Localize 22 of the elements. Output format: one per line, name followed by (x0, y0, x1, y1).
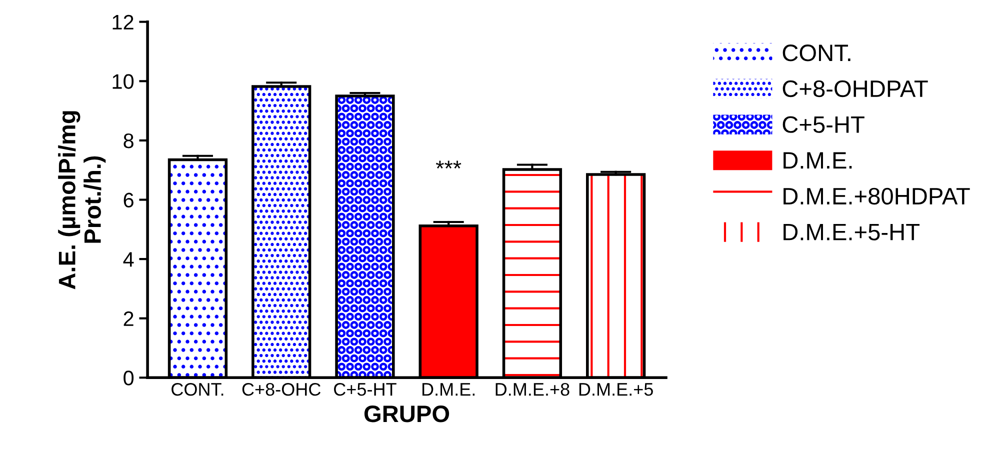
legend-label: C+8-OHDPAT (782, 80, 928, 98)
y-tick-label: 6 (124, 192, 134, 208)
x-tick-label: C+5-HT (334, 382, 396, 396)
y-tick-label: 8 (124, 133, 134, 148)
y-tick-label: 12 (112, 14, 134, 30)
x-tick-label: D.M.E.+8 (496, 382, 570, 396)
x-tick-label: D.M.E.+5 (579, 383, 653, 396)
annotation: *** (436, 160, 462, 169)
legend-label: D.M.E.+5-HT (784, 224, 920, 240)
y-tick-label: 4 (123, 252, 134, 267)
legend-label: D.M.E. (784, 152, 852, 169)
y-tick-label: 2 (124, 311, 134, 326)
legend-label: CONT. (782, 44, 850, 62)
x-tick-label: D.M.E. (422, 383, 475, 396)
legend-label: D.M.E.+80HDPAT (784, 188, 970, 205)
x-axis-title: GRUPO (364, 406, 450, 422)
y-axis-title: A.E. (µmolPi/mg Prot./h.) (58, 111, 106, 290)
legend-label: C+5-HT (782, 116, 864, 133)
x-tick-label: C+8-OHC (242, 382, 321, 396)
y-tick-label: 10 (112, 74, 134, 89)
x-tick-label: CONT. (172, 382, 224, 396)
y-tick-label: 0 (124, 370, 134, 386)
